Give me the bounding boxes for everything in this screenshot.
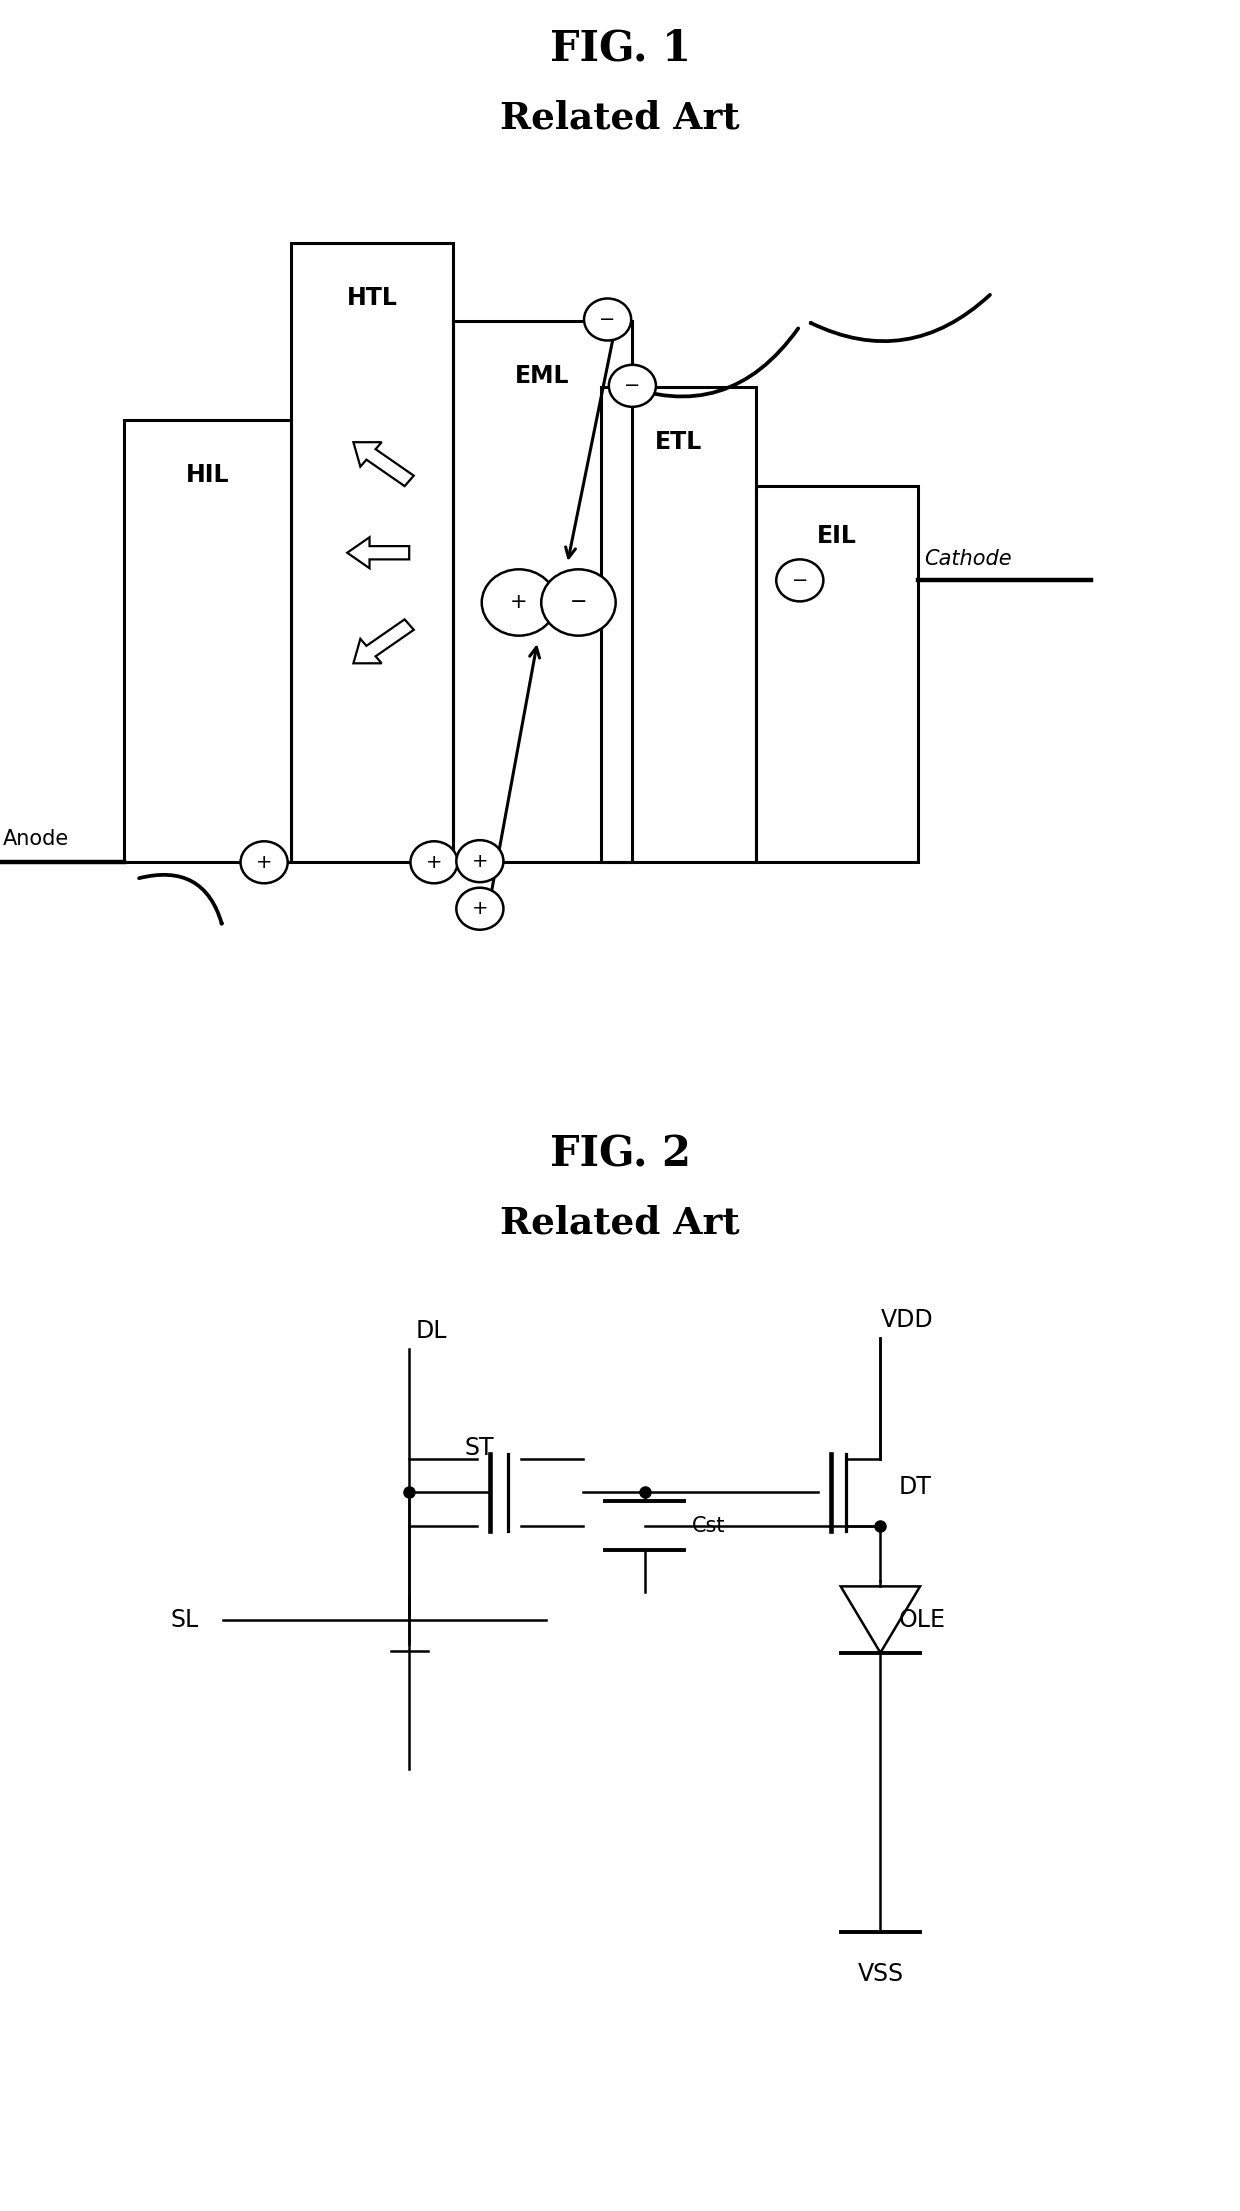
Text: Cst: Cst — [692, 1515, 725, 1537]
Text: EIL: EIL — [817, 524, 857, 548]
Circle shape — [241, 840, 288, 882]
Text: ETL: ETL — [655, 431, 703, 453]
Text: −: − — [569, 593, 588, 612]
Text: −: − — [599, 310, 616, 329]
Circle shape — [776, 559, 823, 601]
Text: +: + — [255, 853, 273, 871]
Text: VSS: VSS — [857, 1963, 904, 1985]
Text: Related Art: Related Art — [500, 99, 740, 137]
FancyArrowPatch shape — [811, 294, 990, 340]
Text: HIL: HIL — [186, 464, 229, 486]
Text: FIG. 2: FIG. 2 — [549, 1132, 691, 1174]
Text: Related Art: Related Art — [500, 1205, 740, 1243]
Text: OLE: OLE — [899, 1607, 946, 1632]
Text: Cathode: Cathode — [924, 548, 1012, 568]
Circle shape — [584, 298, 631, 340]
FancyArrow shape — [347, 537, 409, 568]
Text: FIG. 1: FIG. 1 — [549, 27, 691, 69]
FancyArrow shape — [353, 619, 414, 663]
Text: +: + — [471, 851, 489, 871]
Text: VDD: VDD — [880, 1309, 932, 1331]
Text: SL: SL — [170, 1607, 198, 1632]
Text: EML: EML — [516, 365, 569, 387]
Text: HTL: HTL — [346, 287, 398, 310]
Circle shape — [456, 840, 503, 882]
Text: DL: DL — [415, 1320, 446, 1342]
Circle shape — [456, 887, 503, 929]
Circle shape — [410, 840, 458, 882]
Circle shape — [481, 568, 556, 637]
FancyArrow shape — [353, 442, 414, 486]
Circle shape — [541, 568, 616, 637]
Text: ST: ST — [465, 1437, 495, 1459]
Text: +: + — [510, 593, 528, 612]
Text: Anode: Anode — [2, 829, 68, 849]
Text: −: − — [624, 376, 641, 396]
FancyArrowPatch shape — [619, 329, 799, 396]
Circle shape — [609, 365, 656, 407]
Text: +: + — [425, 853, 443, 871]
Text: −: − — [791, 570, 808, 590]
Text: +: + — [471, 900, 489, 918]
FancyArrowPatch shape — [139, 876, 222, 924]
Text: DT: DT — [899, 1475, 932, 1499]
